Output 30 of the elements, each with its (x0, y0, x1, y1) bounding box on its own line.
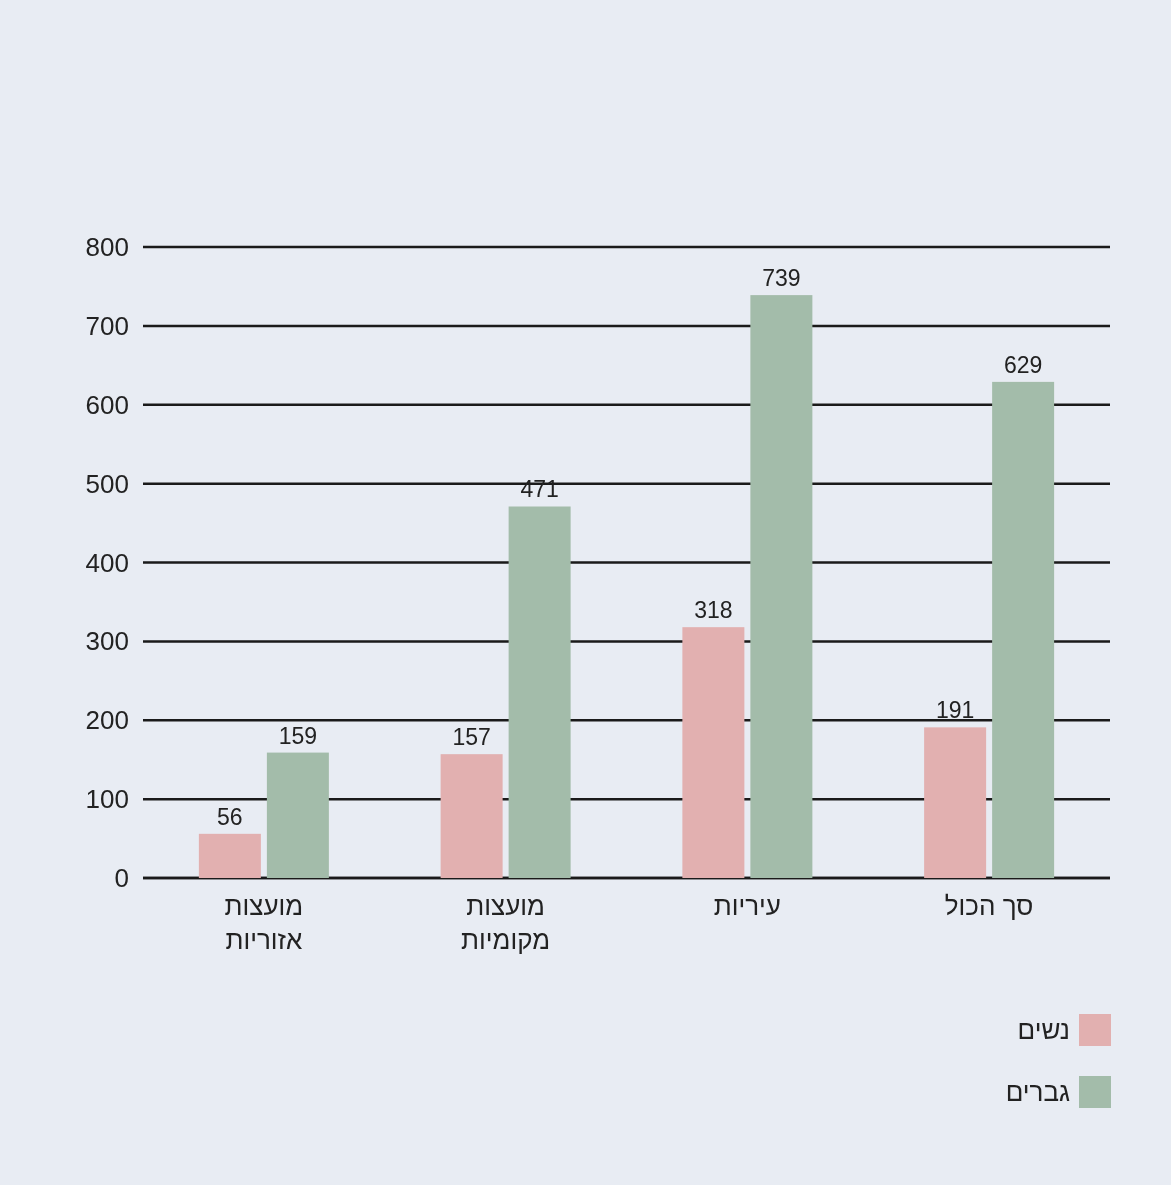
x-tick-label: סך הכול (944, 891, 1034, 921)
bar (198, 833, 261, 878)
y-tick-label: 500 (85, 468, 129, 499)
legend-label: נשים (1017, 1015, 1070, 1045)
bar (440, 754, 503, 878)
bar (266, 752, 329, 878)
bar (992, 381, 1055, 878)
data-label: 157 (452, 724, 491, 751)
y-tick-label: 600 (85, 389, 129, 420)
bar (682, 627, 745, 878)
bar (924, 727, 987, 878)
legend-label: גברים (1005, 1077, 1070, 1107)
y-tick-label: 700 (85, 310, 129, 341)
bar (508, 506, 571, 878)
data-label: 629 (1003, 351, 1043, 378)
y-tick-label: 400 (85, 547, 129, 578)
y-tick-label: 300 (85, 626, 129, 657)
data-label: 739 (762, 265, 801, 292)
y-tick-label: 800 (85, 232, 129, 262)
data-label: 191 (935, 697, 975, 724)
y-tick-label: 0 (114, 863, 129, 893)
x-tick-label: עיריות (713, 891, 781, 921)
y-tick-label: 200 (85, 705, 129, 736)
data-label: 159 (278, 722, 318, 749)
data-label: 56 (217, 803, 243, 830)
y-tick-label: 100 (85, 784, 129, 815)
bar (750, 295, 813, 878)
x-tick-label: מועצות אזוריות (224, 891, 304, 955)
x-tick-label: מועצות מקומיות (461, 891, 551, 955)
data-label: 318 (694, 597, 733, 624)
